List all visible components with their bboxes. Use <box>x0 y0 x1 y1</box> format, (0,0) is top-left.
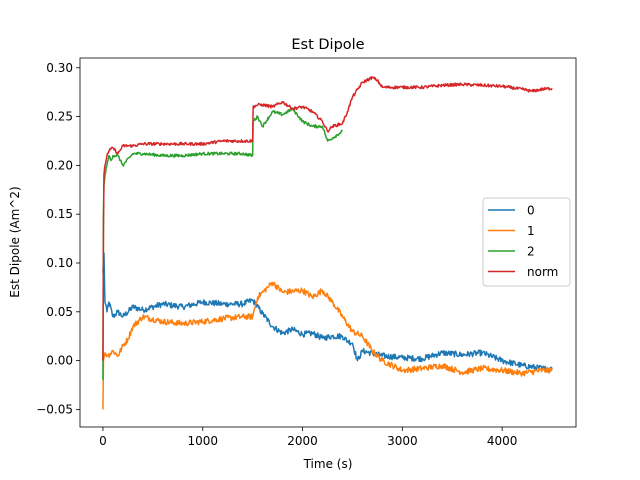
series-line-2 <box>102 107 344 381</box>
x-tick-label: 4000 <box>487 434 518 448</box>
series-group <box>102 76 553 410</box>
chart-title: Est Dipole <box>291 37 364 53</box>
x-tick-label: 3000 <box>387 434 418 448</box>
legend-label-norm: norm <box>527 265 558 279</box>
y-tick-label: 0.05 <box>46 305 73 319</box>
x-tick-label: 2000 <box>287 434 318 448</box>
y-tick-label: 0.30 <box>46 61 73 75</box>
axes-frame <box>79 57 577 428</box>
legend-box <box>482 197 571 287</box>
legend-label-0: 0 <box>527 204 535 218</box>
y-axis-label: Est Dipole (Am^2) <box>8 186 22 297</box>
x-axis-label: Time (s) <box>303 457 353 471</box>
x-tick-label: 0 <box>99 434 107 448</box>
legend-label-1: 1 <box>527 224 535 238</box>
y-tick-label: 0.15 <box>46 207 73 221</box>
plot-area: 0 1000 2000 3000 4000 −0.05 0.00 0.05 0.10 0.15 0.… <box>36 57 577 448</box>
legend-label-2: 2 <box>527 245 535 259</box>
series-line-norm <box>102 76 553 361</box>
y-tick-label: −0.05 <box>36 402 73 416</box>
series-line-0 <box>102 252 553 373</box>
y-tick-label: 0.10 <box>46 256 73 270</box>
y-tick-label: 0.25 <box>46 110 73 124</box>
y-tick-label: 0.20 <box>46 158 73 172</box>
series-line-1 <box>102 281 553 410</box>
legend: 0 1 2 norm <box>482 197 571 287</box>
x-tick-label: 1000 <box>187 434 218 448</box>
y-tick-label: 0.00 <box>46 354 73 368</box>
